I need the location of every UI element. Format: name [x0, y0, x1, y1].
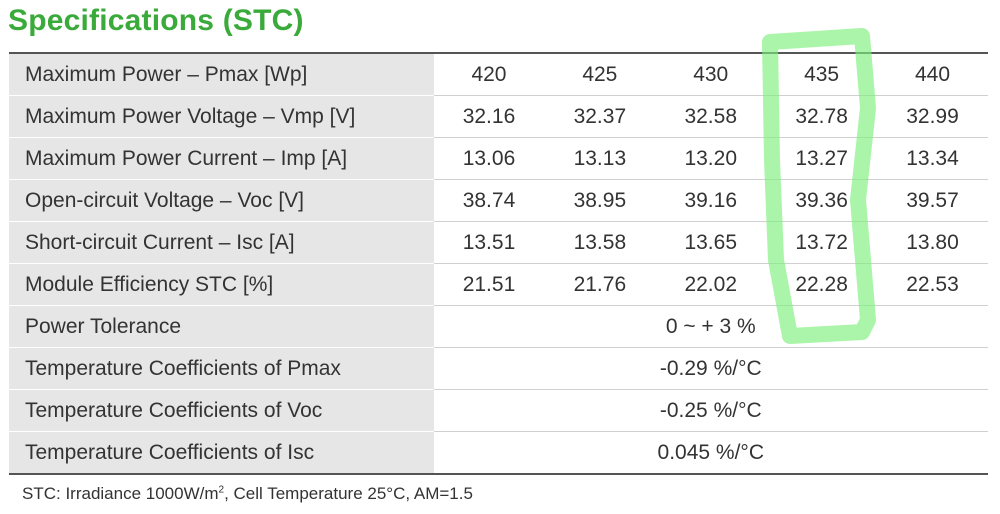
- table-cell: 13.65: [655, 221, 767, 264]
- row-label: Power Tolerance: [9, 305, 434, 348]
- table-row: Maximum Power Voltage – Vmp [V] 32.16 32…: [9, 95, 988, 138]
- footnote-suffix: , Cell Temperature 25°C, AM=1.5: [224, 484, 473, 503]
- table-cell: 22.53: [877, 263, 988, 306]
- table-cell: -0.29 %/°C: [433, 347, 988, 390]
- page-title: Specifications (STC): [8, 4, 304, 37]
- table-cell: 21.76: [544, 263, 656, 306]
- table-cell: 13.58: [544, 221, 656, 264]
- table-cell: 0.045 %/°C: [657, 440, 764, 464]
- table-cell: 32.37: [544, 95, 656, 138]
- table-cell: 32.58: [655, 95, 767, 138]
- table-cell: 13.06: [433, 137, 545, 180]
- table-cell: 13.13: [544, 137, 656, 180]
- row-label: Maximum Power – Pmax [Wp]: [9, 53, 434, 96]
- table-cell: 13.20: [655, 137, 767, 180]
- table-cell: 38.74: [433, 179, 545, 222]
- table-row: Open-circuit Voltage – Voc [V] 38.74 38.…: [9, 179, 988, 222]
- table-cell: 32.78: [766, 95, 878, 138]
- row-label: Open-circuit Voltage – Voc [V]: [9, 179, 434, 222]
- row-label: Module Efficiency STC [%]: [9, 263, 434, 306]
- footnote: STC: Irradiance 1000W/m2, Cell Temperatu…: [22, 484, 473, 504]
- table-cell: 13.34: [877, 137, 988, 180]
- row-label: Maximum Power Voltage – Vmp [V]: [9, 95, 434, 138]
- table-cell: 38.95: [544, 179, 656, 222]
- table-cell: 420: [433, 53, 545, 96]
- table-cell: 32.16: [433, 95, 545, 138]
- table-row: Power Tolerance 0 ~ + 3 %: [9, 305, 988, 348]
- table-cell: 39.36: [766, 179, 878, 222]
- table-cell: 440: [877, 53, 988, 96]
- row-label: Short-circuit Current – Isc [A]: [9, 221, 434, 264]
- row-label: Temperature Coefficients of Voc: [9, 389, 434, 432]
- table-row: Maximum Power – Pmax [Wp] 420 425 430 43…: [9, 53, 988, 96]
- table-cell: -0.25 %/°C: [433, 389, 988, 432]
- table-row: Temperature Coefficients of Voc -0.25 %/…: [9, 389, 988, 432]
- table-cell: 13.27: [766, 137, 878, 180]
- table-cell: 22.28: [766, 263, 878, 306]
- table-row: Short-circuit Current – Isc [A] 13.51 13…: [9, 221, 988, 264]
- row-label: Temperature Coefficients of Pmax: [9, 347, 434, 390]
- table-cell: 13.51: [433, 221, 545, 264]
- table-row: Temperature Coefficients of Isc 0.045 %/…: [9, 431, 988, 474]
- table-row: Maximum Power Current – Imp [A] 13.06 13…: [9, 137, 988, 180]
- table-row: Temperature Coefficients of Pmax -0.29 %…: [9, 347, 988, 390]
- footnote-superscript: 2: [218, 484, 225, 496]
- table-cell: 13.80: [877, 221, 988, 264]
- table-cell: 0 ~ + 3 %: [433, 305, 988, 348]
- table-cell: 32.99: [877, 95, 988, 138]
- table-cell: 435: [766, 53, 878, 96]
- table-row: Module Efficiency STC [%] 21.51 21.76 22…: [9, 263, 988, 306]
- row-label: Temperature Coefficients of Isc: [9, 431, 434, 474]
- specifications-table: Maximum Power – Pmax [Wp] 420 425 430 43…: [9, 52, 988, 475]
- row-label: Maximum Power Current – Imp [A]: [9, 137, 434, 180]
- table-cell: 39.16: [655, 179, 767, 222]
- footnote-prefix: STC: Irradiance 1000W/m: [22, 484, 219, 503]
- table-cell: 13.72: [766, 221, 878, 264]
- table-cell: 430: [655, 53, 767, 96]
- table-cell: 21.51: [433, 263, 545, 306]
- table-cell: 22.02: [655, 263, 767, 306]
- table-cell: 425: [544, 53, 656, 96]
- table-cell: 39.57: [877, 179, 988, 222]
